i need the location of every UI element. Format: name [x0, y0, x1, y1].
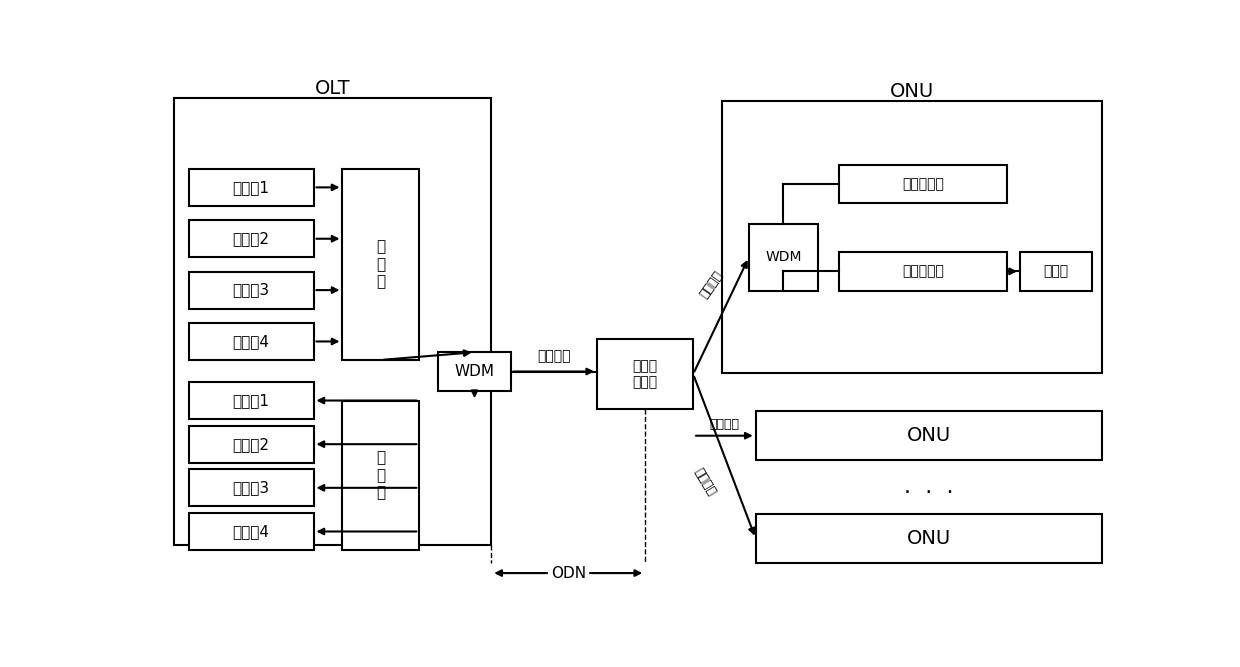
Bar — [839, 165, 1007, 203]
Text: ONU: ONU — [906, 426, 951, 445]
Text: 发射机1: 发射机1 — [233, 180, 269, 195]
Text: WDM: WDM — [455, 364, 495, 379]
Text: 分支光纤: 分支光纤 — [692, 466, 718, 498]
Text: 接收机2: 接收机2 — [233, 437, 269, 452]
Text: 接收机4: 接收机4 — [233, 524, 269, 539]
Text: 分支光纤: 分支光纤 — [697, 269, 725, 301]
Bar — [749, 224, 818, 291]
Text: ONU: ONU — [906, 529, 951, 548]
Bar — [596, 340, 693, 409]
Bar — [174, 98, 491, 545]
Bar — [188, 271, 314, 309]
Bar — [188, 323, 314, 360]
Bar — [188, 470, 314, 506]
Bar — [839, 252, 1007, 291]
Bar — [342, 401, 419, 550]
Text: 接收机1: 接收机1 — [233, 393, 269, 408]
Text: 发射机2: 发射机2 — [233, 231, 269, 246]
Bar — [188, 220, 314, 257]
Bar — [188, 169, 314, 206]
Text: 分
波
器: 分 波 器 — [376, 451, 386, 500]
Bar — [1019, 252, 1092, 291]
Text: 发射机3: 发射机3 — [233, 283, 269, 297]
Bar — [755, 514, 1101, 563]
Text: OLT: OLT — [315, 79, 351, 98]
Bar — [755, 412, 1101, 460]
Bar — [342, 169, 419, 360]
Bar — [439, 352, 511, 391]
Text: 接收机: 接收机 — [1043, 264, 1069, 278]
Text: 接收机3: 接收机3 — [233, 480, 269, 496]
Text: ODN: ODN — [551, 566, 585, 580]
Text: 可调发射机: 可调发射机 — [903, 177, 944, 191]
Bar — [188, 426, 314, 463]
Bar — [188, 513, 314, 550]
Text: WDM: WDM — [765, 250, 802, 264]
Text: 分支光纤: 分支光纤 — [709, 418, 739, 431]
Text: ·  ·  ·: · · · — [904, 484, 954, 504]
Text: 合
波
器: 合 波 器 — [376, 239, 386, 289]
Text: ONU: ONU — [889, 82, 934, 101]
Text: 可调滤波器: 可调滤波器 — [903, 264, 944, 278]
Text: 发射机4: 发射机4 — [233, 334, 269, 349]
Bar — [188, 382, 314, 419]
Text: 主干光纤: 主干光纤 — [537, 349, 570, 363]
Bar — [722, 101, 1101, 373]
Text: 无源光
分路器: 无源光 分路器 — [632, 359, 657, 389]
